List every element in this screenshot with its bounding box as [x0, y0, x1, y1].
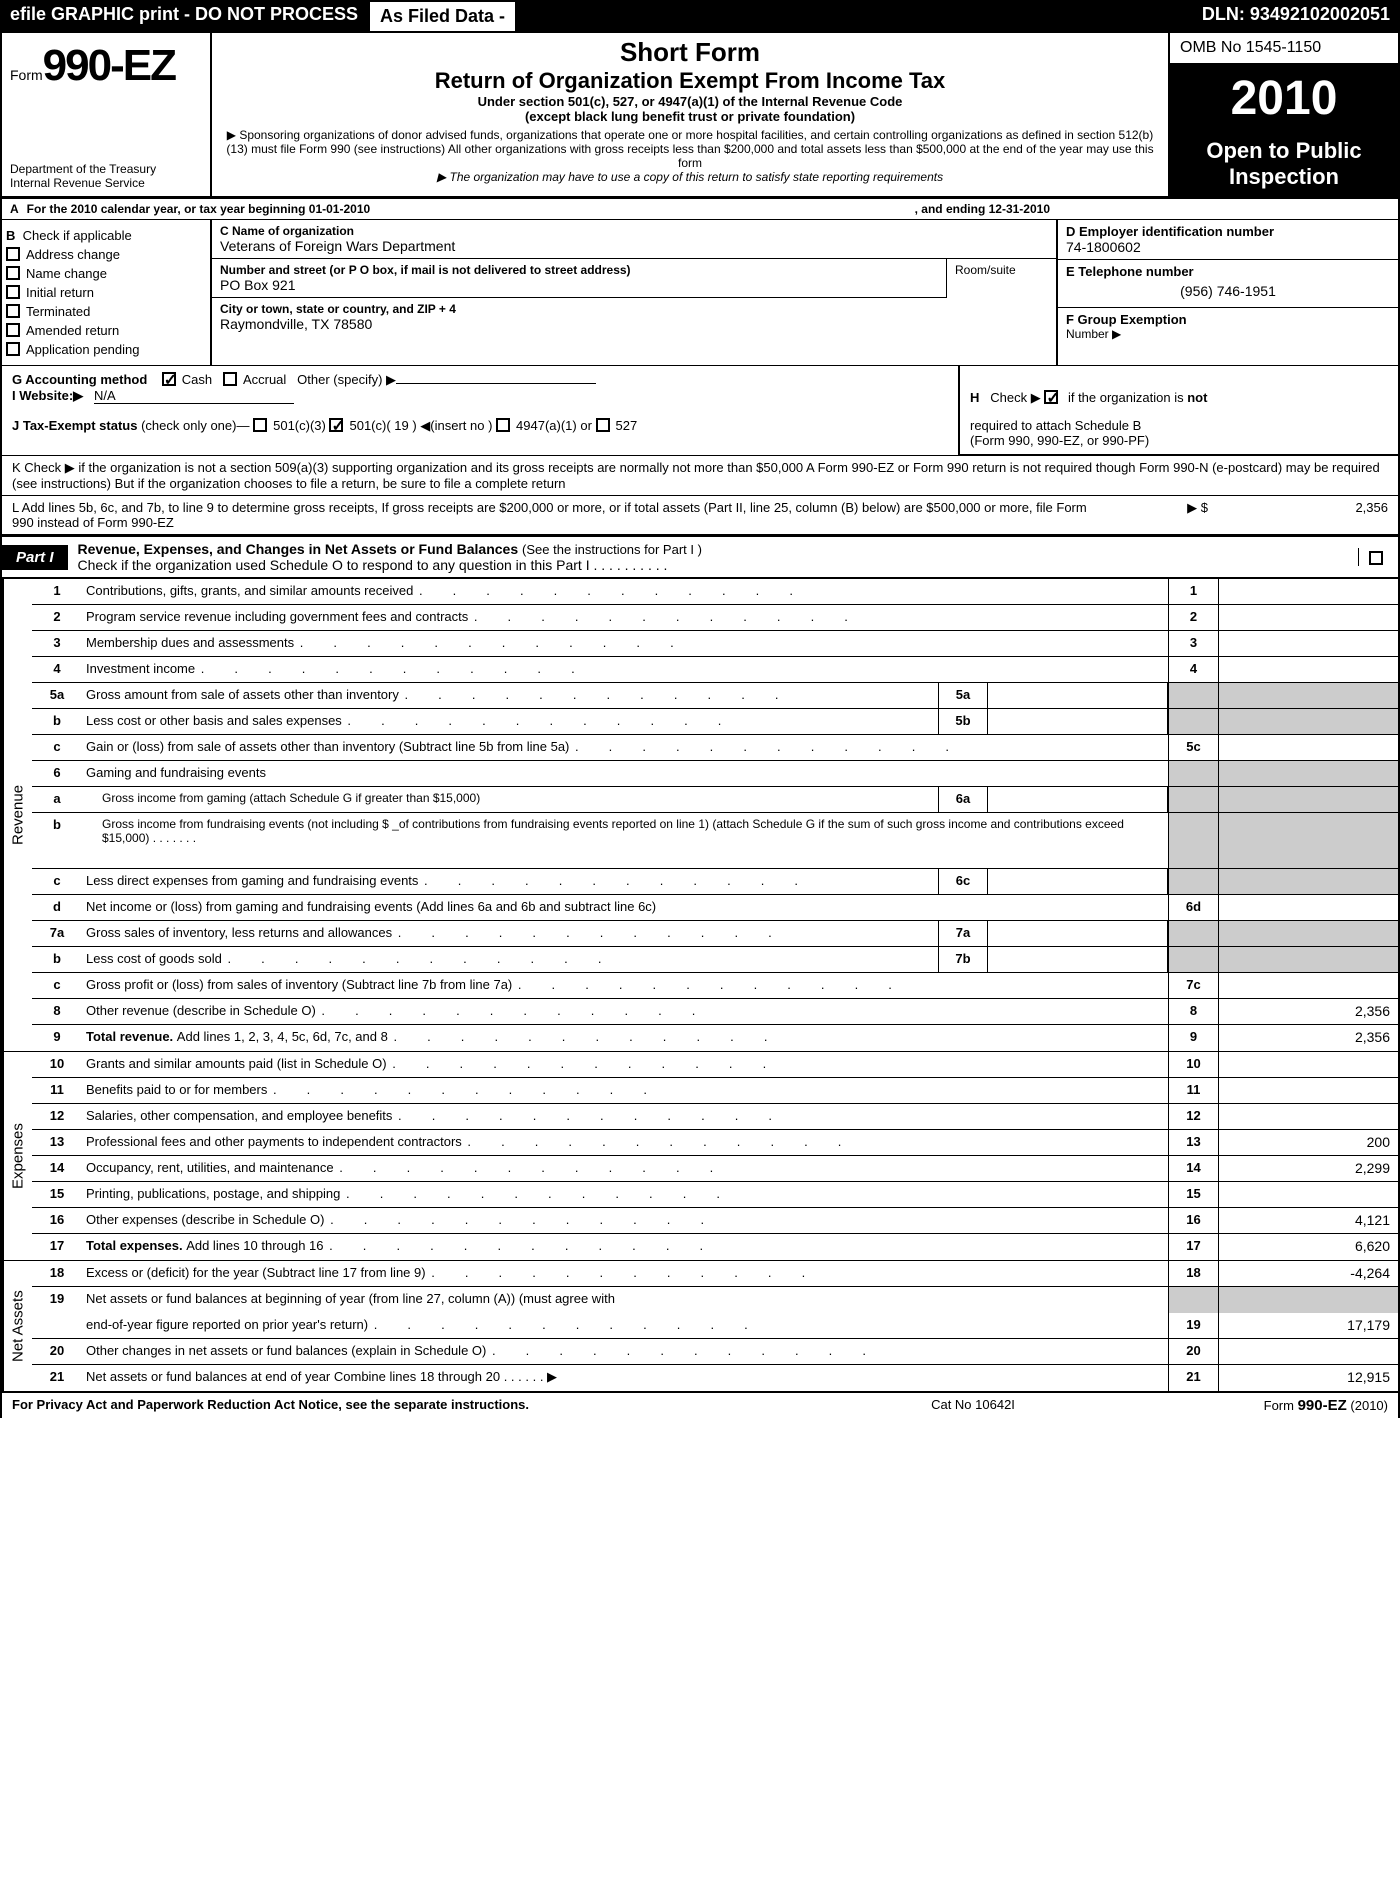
part-I-header: Part I Revenue, Expenses, and Changes in… — [0, 535, 1400, 579]
line13-value: 200 — [1218, 1130, 1398, 1155]
line16-value: 4,121 — [1218, 1208, 1398, 1233]
top-bar: efile GRAPHIC print - DO NOT PROCESS As … — [0, 0, 1400, 33]
org-city: Raymondville, TX 78580 — [220, 316, 1048, 332]
section-C: C Name of organization Veterans of Forei… — [212, 220, 1058, 365]
website: N/A — [94, 388, 294, 404]
checkbox-501c3[interactable] — [253, 418, 267, 432]
checkbox-527[interactable] — [596, 418, 610, 432]
omb-number: OMB No 1545-1150 — [1170, 33, 1398, 65]
open-public-label: Open to Public Inspection — [1170, 132, 1398, 196]
gross-receipts: 2,356 — [1208, 500, 1388, 530]
form-number: 990-EZ — [43, 41, 175, 90]
return-title: Return of Organization Exempt From Incom… — [222, 68, 1158, 94]
checkbox-address-change[interactable] — [6, 247, 20, 261]
section-L: L Add lines 5b, 6c, and 7b, to line 9 to… — [0, 496, 1400, 535]
line18-value: -4,264 — [1218, 1261, 1398, 1286]
short-form-title: Short Form — [222, 37, 1158, 68]
section-B: B Check if applicable Address change Nam… — [2, 220, 212, 365]
line17-value: 6,620 — [1218, 1234, 1398, 1260]
checkbox-initial-return[interactable] — [6, 285, 20, 299]
as-filed-label: As Filed Data - — [368, 0, 517, 33]
checkbox-terminated[interactable] — [6, 304, 20, 318]
section-DEF: D Employer identification number 74-1800… — [1058, 220, 1398, 365]
org-name: Veterans of Foreign Wars Department — [220, 238, 1048, 254]
checkbox-name-change[interactable] — [6, 266, 20, 280]
checkbox-schedule-O[interactable] — [1369, 551, 1383, 565]
expenses-section: Expenses 10Grants and similar amounts pa… — [0, 1052, 1400, 1261]
line9-value: 2,356 — [1218, 1025, 1398, 1051]
efile-label: efile GRAPHIC print - DO NOT PROCESS — [0, 0, 368, 33]
revenue-section: Revenue 1Contributions, gifts, grants, a… — [0, 579, 1400, 1052]
form-number-block: Form990-EZ Department of the Treasury In… — [2, 33, 212, 196]
checkbox-501c[interactable] — [329, 418, 343, 432]
section-G-I-H: G Accounting method Cash Accrual Other (… — [0, 365, 1400, 412]
form-title-block: Short Form Return of Organization Exempt… — [212, 33, 1168, 196]
phone: (956) 746-1951 — [1066, 279, 1390, 303]
line8-value: 2,356 — [1218, 999, 1398, 1024]
checkbox-pending[interactable] — [6, 342, 20, 356]
netassets-section: Net Assets 18Excess or (deficit) for the… — [0, 1261, 1400, 1392]
line14-value: 2,299 — [1218, 1156, 1398, 1181]
checkbox-amended[interactable] — [6, 323, 20, 337]
form-990ez: efile GRAPHIC print - DO NOT PROCESS As … — [0, 0, 1400, 1418]
org-street: PO Box 921 — [220, 277, 938, 293]
ein: 74-1800602 — [1066, 239, 1390, 255]
checkbox-accrual[interactable] — [223, 372, 237, 386]
tax-year: 2010 — [1170, 65, 1398, 132]
dept-label: Department of the Treasury Internal Reve… — [10, 162, 202, 190]
entity-section: B Check if applicable Address change Nam… — [0, 220, 1400, 365]
form-footer: For Privacy Act and Paperwork Reduction … — [0, 1392, 1400, 1418]
checkbox-cash[interactable] — [162, 372, 176, 386]
dln-label: DLN: 93492102002051 — [1192, 0, 1400, 33]
checkbox-4947[interactable] — [496, 418, 510, 432]
line19-value: 17,179 — [1218, 1313, 1398, 1338]
checkbox-H[interactable] — [1044, 390, 1058, 404]
row-A: A For the 2010 calendar year, or tax yea… — [0, 199, 1400, 220]
form-header: Form990-EZ Department of the Treasury In… — [0, 33, 1400, 199]
section-K: K Check ▶ if the organization is not a s… — [0, 456, 1400, 496]
form-right-block: OMB No 1545-1150 2010 Open to Public Ins… — [1168, 33, 1398, 196]
section-H: H Check ▶ if the organization is not — [958, 366, 1398, 412]
line21-value: 12,915 — [1218, 1365, 1398, 1391]
section-J: J Tax-Exempt status (check only one)— 50… — [0, 412, 1400, 456]
